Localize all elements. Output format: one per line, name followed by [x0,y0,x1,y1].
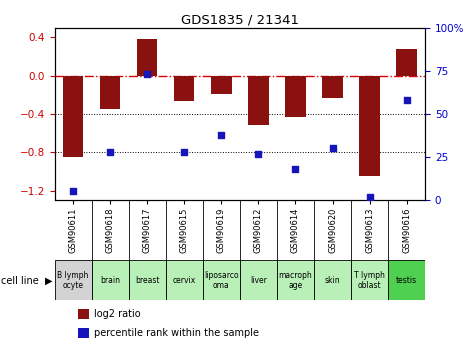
Bar [211,76,231,94]
FancyBboxPatch shape [129,260,166,300]
Text: GSM90613: GSM90613 [365,208,374,253]
FancyBboxPatch shape [314,260,351,300]
Bar [100,76,120,109]
FancyBboxPatch shape [277,260,314,300]
Point [366,194,373,199]
Bar [248,76,268,125]
Point [329,146,336,151]
Text: skin: skin [325,276,340,285]
Title: GDS1835 / 21341: GDS1835 / 21341 [181,13,299,27]
FancyBboxPatch shape [388,260,425,300]
Bar [63,76,83,157]
Point [106,149,114,155]
Text: GSM90620: GSM90620 [328,208,337,253]
Text: GSM90617: GSM90617 [143,208,152,253]
Point [403,97,410,103]
Text: liver: liver [250,276,267,285]
Text: T lymph
oblast: T lymph oblast [354,271,385,290]
Text: breast: breast [135,276,160,285]
Bar [285,76,305,117]
Point [143,71,151,77]
FancyBboxPatch shape [240,260,277,300]
Text: GSM90616: GSM90616 [402,208,411,253]
Text: cervix: cervix [173,276,196,285]
Text: macroph
age: macroph age [278,271,313,290]
Point [292,166,299,172]
Text: GSM90614: GSM90614 [291,208,300,253]
Text: cell line  ▶: cell line ▶ [1,275,52,285]
Text: GSM90615: GSM90615 [180,208,189,253]
Point [218,132,225,137]
Bar [397,49,417,76]
Text: GSM90618: GSM90618 [106,208,114,253]
Text: brain: brain [100,276,120,285]
FancyBboxPatch shape [351,260,388,300]
FancyBboxPatch shape [203,260,240,300]
Bar [360,76,380,176]
Text: B lymph
ocyte: B lymph ocyte [57,271,89,290]
Text: liposarco
oma: liposarco oma [204,271,238,290]
Point [69,189,77,194]
Text: percentile rank within the sample: percentile rank within the sample [94,328,258,338]
FancyBboxPatch shape [166,260,203,300]
Point [255,151,262,156]
Bar [137,39,157,76]
Text: log2 ratio: log2 ratio [94,309,140,319]
FancyBboxPatch shape [92,260,129,300]
Text: GSM90611: GSM90611 [69,208,77,253]
Bar [174,76,194,101]
Text: testis: testis [396,276,417,285]
Text: GSM90619: GSM90619 [217,208,226,253]
Text: GSM90612: GSM90612 [254,208,263,253]
FancyBboxPatch shape [55,260,92,300]
Bar [323,76,342,98]
Point [180,149,188,155]
